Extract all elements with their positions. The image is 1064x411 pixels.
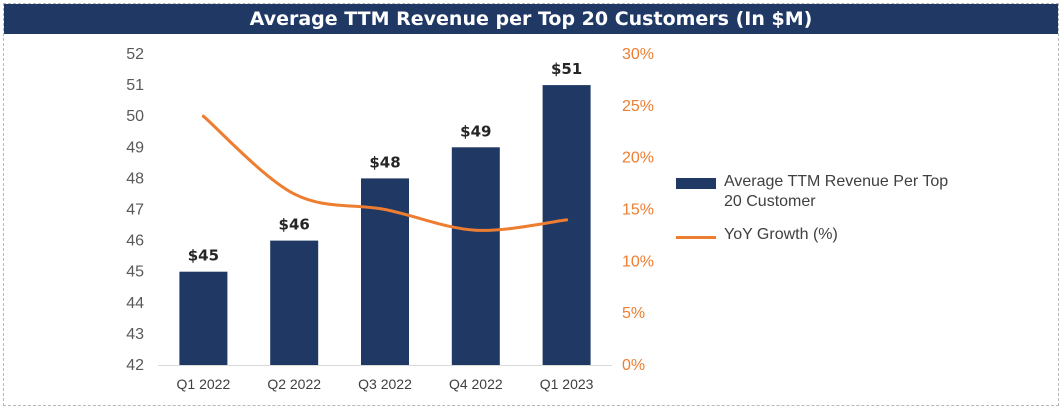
x-axis-tick-label: Q2 2022	[267, 376, 321, 392]
growth-point	[565, 218, 569, 222]
legend-item-growth: YoY Growth (%)	[676, 225, 954, 245]
chart-frame	[3, 3, 1059, 406]
growth-point	[383, 208, 387, 211]
bar-data-label: $49	[460, 122, 491, 140]
right-axis-tick-label: 15%	[622, 202, 654, 219]
left-axis-tick-label: 47	[126, 202, 144, 219]
right-axis-tick-label: 30%	[622, 46, 654, 63]
legend-swatch-line	[676, 236, 716, 239]
left-axis-tick-label: 45	[126, 264, 144, 281]
growth-point	[201, 114, 205, 118]
chart-title: Average TTM Revenue per Top 20 Customers…	[249, 8, 813, 30]
left-axis-tick-label: 46	[126, 233, 144, 250]
x-axis-tick-label: Q1 2022	[177, 376, 231, 392]
chart-legend: Average TTM Revenue Per Top 20 Customer …	[676, 172, 954, 245]
left-axis-tick-label: 42	[126, 357, 144, 374]
bar-data-label: $48	[369, 153, 400, 171]
legend-swatch-bar	[676, 178, 716, 189]
right-axis-tick-label: 5%	[622, 305, 645, 322]
right-axis-tick-label: 0%	[622, 357, 645, 374]
bar-data-label: $46	[279, 216, 310, 234]
legend-label-revenue: Average TTM Revenue Per Top 20 Customer	[724, 173, 949, 210]
bar	[542, 85, 591, 365]
left-axis-tick-label: 52	[126, 46, 144, 63]
chart-title-bar: Average TTM Revenue per Top 20 Customers…	[4, 4, 1058, 34]
left-axis-tick-label: 50	[126, 108, 144, 125]
left-axis-tick-label: 51	[126, 77, 144, 94]
x-axis-tick-label: Q1 2023	[540, 376, 594, 392]
bar	[451, 147, 500, 365]
growth-point	[474, 228, 478, 232]
x-axis-tick-label: Q3 2022	[358, 376, 412, 392]
bar	[270, 240, 319, 365]
right-axis-tick-label: 25%	[622, 98, 654, 115]
x-axis-tick-label: Q4 2022	[449, 376, 503, 392]
left-axis-tick-label: 48	[126, 170, 144, 187]
growth-point	[292, 192, 296, 196]
left-axis-tick-label: 44	[126, 295, 144, 312]
right-axis-tick-label: 20%	[622, 150, 654, 167]
legend-label-growth: YoY Growth (%)	[724, 226, 838, 243]
right-axis-tick-label: 10%	[622, 253, 654, 270]
legend-item-revenue: Average TTM Revenue Per Top 20 Customer	[676, 172, 954, 212]
bar-data-label: $51	[551, 60, 582, 78]
bar	[179, 271, 228, 365]
left-axis-tick-label: 49	[126, 139, 144, 156]
bar-data-label: $45	[188, 247, 219, 265]
left-axis-tick-label: 43	[126, 326, 144, 343]
